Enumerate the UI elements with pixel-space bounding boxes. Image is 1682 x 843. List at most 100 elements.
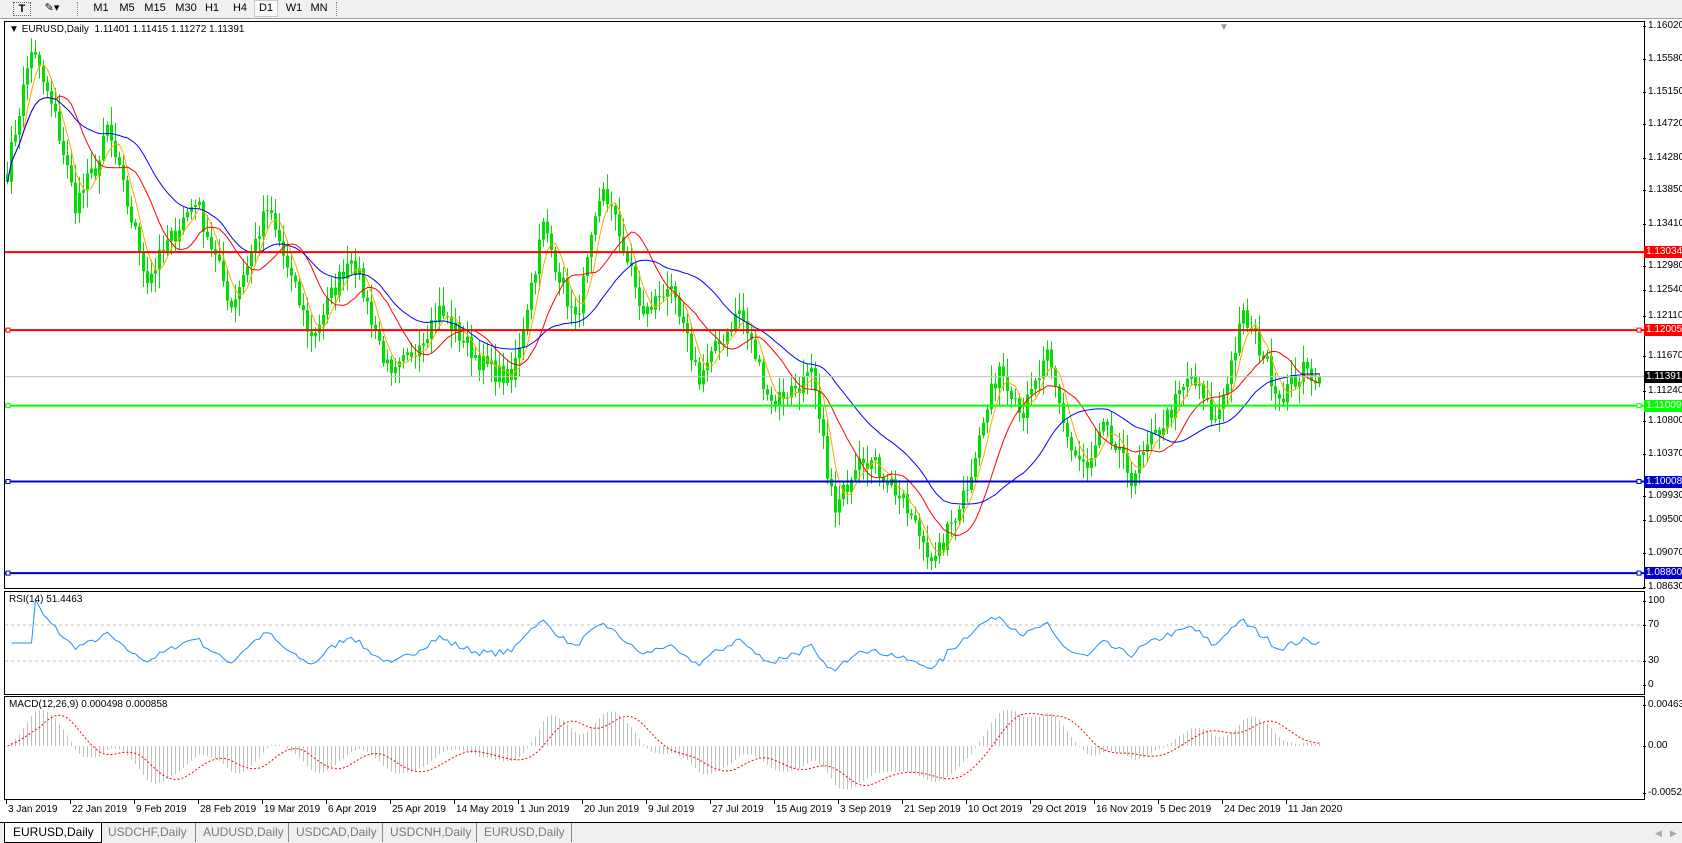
- candle: [498, 353, 501, 388]
- candle: [970, 459, 973, 494]
- candle: [614, 203, 617, 231]
- line-handle-icon[interactable]: [5, 403, 11, 409]
- date-tick: [262, 800, 263, 804]
- candle: [1294, 357, 1297, 390]
- candle: [530, 273, 533, 320]
- candle: [1058, 383, 1061, 415]
- timeframe-m30-button[interactable]: M30: [175, 2, 197, 14]
- line-handle-icon[interactable]: [5, 570, 11, 576]
- candle: [82, 173, 85, 209]
- candle: [790, 374, 793, 407]
- line-tools-icon[interactable]: ✎▾: [44, 2, 60, 14]
- price-axis-label: 1.15150: [1642, 86, 1682, 98]
- timeframe-m15-button[interactable]: M15: [144, 2, 166, 14]
- candle: [30, 38, 33, 83]
- line-handle-icon[interactable]: [1636, 479, 1642, 485]
- candle: [770, 386, 773, 415]
- price-axis-label: 1.14280: [1642, 152, 1682, 164]
- date-label: 16 Nov 2019: [1096, 804, 1153, 815]
- tab-audusd-daily[interactable]: AUDUSD,Daily: [195, 823, 289, 842]
- candle: [618, 197, 621, 252]
- candle: [926, 525, 929, 569]
- timeframe-mn-button[interactable]: MN: [310, 2, 328, 14]
- candle: [814, 361, 817, 410]
- price-axis-label: 1.16020: [1642, 20, 1682, 32]
- candle: [862, 447, 865, 480]
- candle: [1150, 418, 1153, 453]
- candle: [1126, 435, 1129, 488]
- candle: [1274, 372, 1277, 411]
- date-label: 10 Oct 2019: [968, 804, 1023, 815]
- candle: [1098, 422, 1101, 449]
- candle: [422, 332, 425, 363]
- timeframe-h1-button[interactable]: H1: [204, 2, 220, 14]
- candle: [390, 355, 393, 386]
- timeframe-w1-button[interactable]: W1: [285, 2, 303, 14]
- date-tick: [134, 800, 135, 804]
- candle: [858, 440, 861, 484]
- tab-usdcad-daily[interactable]: USDCAD,Daily: [288, 823, 383, 842]
- date-tick: [6, 800, 7, 804]
- candle: [74, 164, 77, 224]
- collapse-arrow-icon[interactable]: ▼: [9, 24, 19, 35]
- price-axis-label: 1.11240: [1642, 384, 1682, 396]
- candle: [922, 530, 925, 561]
- timeframe-d1-button[interactable]: D1: [254, 0, 278, 17]
- candle: [714, 330, 717, 354]
- date-tick: [70, 800, 71, 804]
- candle: [642, 290, 645, 317]
- line-handle-icon[interactable]: [5, 479, 11, 485]
- timeframe-m1-button[interactable]: M1: [93, 2, 109, 14]
- text-tool-icon[interactable]: T: [13, 2, 31, 16]
- chart-window[interactable]: ▼ EURUSD,Daily 1.11401 1.11415 1.11272 1…: [0, 19, 1682, 822]
- candle: [778, 377, 781, 421]
- timeframe-m5-button[interactable]: M5: [119, 2, 135, 14]
- candle: [930, 552, 933, 571]
- price-chart-panel[interactable]: ▼ EURUSD,Daily 1.11401 1.11415 1.11272 1…: [4, 21, 1645, 589]
- level-price-tag: 1.12005: [1644, 324, 1682, 337]
- date-tick: [774, 800, 775, 804]
- tab-eurusd-daily[interactable]: EURUSD,Daily: [476, 823, 572, 842]
- candle: [934, 541, 937, 568]
- chart-shift-marker-icon[interactable]: ▼: [1219, 22, 1229, 33]
- candle: [466, 320, 469, 357]
- candle: [1246, 298, 1249, 333]
- scroll-left-icon[interactable]: ◀: [1655, 828, 1662, 838]
- timeframe-h4-button[interactable]: H4: [232, 2, 248, 14]
- date-tick: [1286, 800, 1287, 804]
- candle: [514, 339, 517, 388]
- candle: [14, 120, 17, 147]
- line-handle-icon[interactable]: [5, 327, 11, 333]
- tab-usdcnh-daily[interactable]: USDCNH,Daily: [382, 823, 477, 842]
- candle: [666, 271, 669, 316]
- candle: [174, 217, 177, 251]
- date-tick: [198, 800, 199, 804]
- candle: [1154, 413, 1157, 436]
- candle: [722, 334, 725, 350]
- line-handle-icon[interactable]: [1636, 570, 1642, 576]
- line-handle-icon[interactable]: [1636, 327, 1642, 333]
- line-handle-icon[interactable]: [1636, 403, 1642, 409]
- scroll-right-icon[interactable]: ▶: [1670, 828, 1677, 838]
- chart-title: ▼ EURUSD,Daily 1.11401 1.11415 1.11272 1…: [9, 24, 244, 35]
- rsi-panel[interactable]: RSI(14) 51.4463: [4, 591, 1645, 695]
- candle: [1158, 426, 1161, 449]
- macd-panel[interactable]: MACD(12,26,9) 0.000498 0.000858: [4, 696, 1645, 800]
- candle: [158, 234, 161, 289]
- price-axis-label: 1.10370: [1642, 448, 1682, 460]
- candle: [134, 219, 137, 230]
- price-axis-label: 1.14720: [1642, 118, 1682, 130]
- date-tick: [390, 800, 391, 804]
- tab-eurusd-daily[interactable]: EURUSD,Daily: [4, 823, 102, 843]
- candle: [1270, 338, 1273, 401]
- candle: [246, 256, 249, 283]
- candle: [782, 378, 785, 416]
- candle: [194, 199, 197, 220]
- candle: [1146, 431, 1149, 463]
- date-label: 20 Jun 2019: [584, 804, 640, 815]
- tab-usdchf-daily[interactable]: USDCHF,Daily: [100, 823, 196, 842]
- candle: [22, 66, 25, 128]
- level-price-tag: 1.11009: [1644, 399, 1682, 412]
- candle: [222, 241, 225, 288]
- candle: [826, 418, 829, 485]
